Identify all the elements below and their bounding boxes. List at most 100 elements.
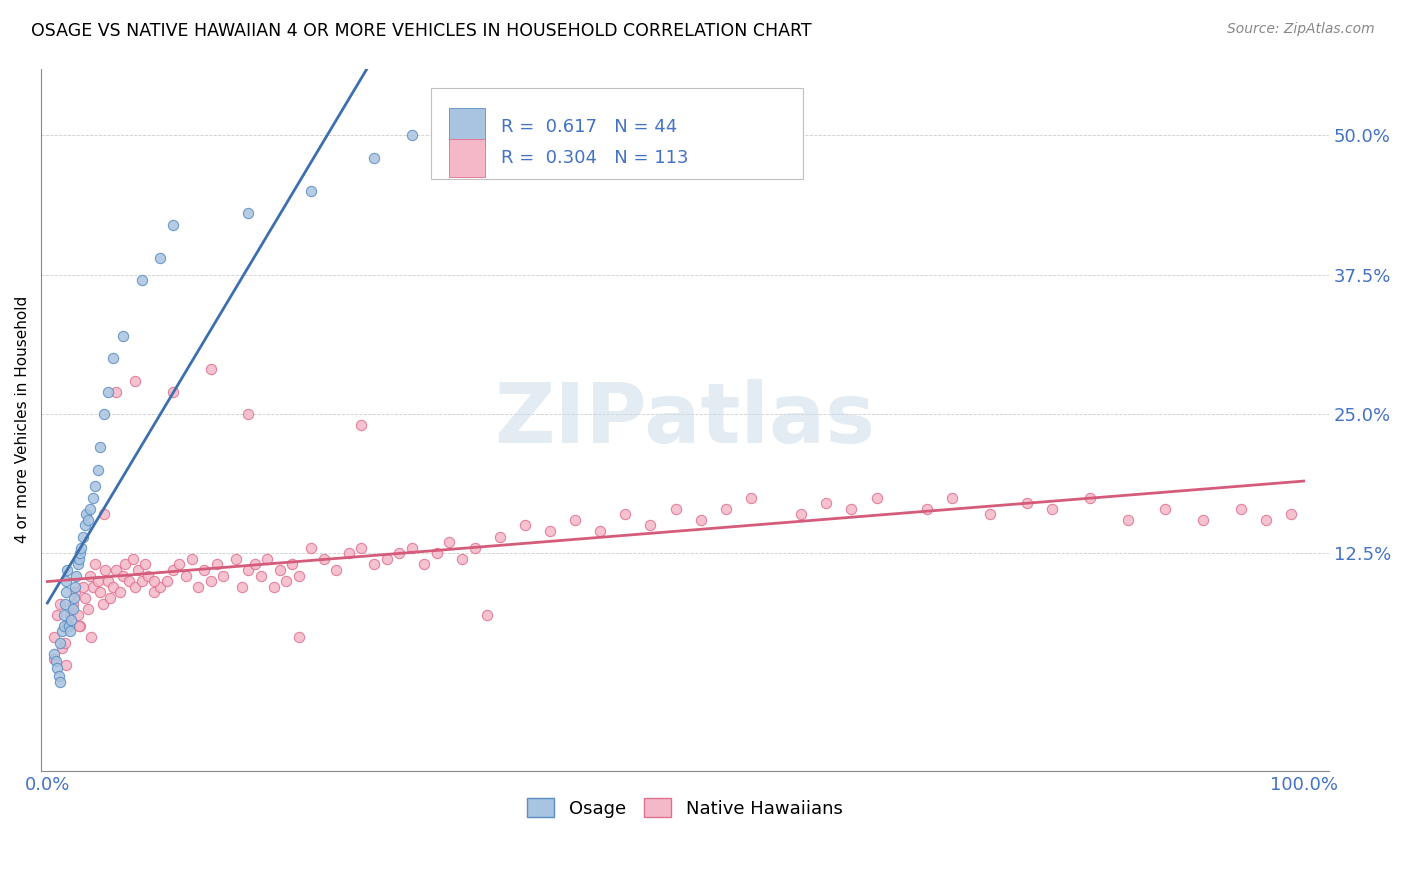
Point (162, 384, 184, 399)
Point (841, 501, 863, 516)
Point (63, 585, 86, 599)
Point (714, 501, 737, 516)
Point (124, 374, 146, 388)
Point (105, 563, 128, 577)
Point (250, 568, 273, 582)
Point (174, 568, 197, 582)
Point (363, 558, 385, 572)
Point (86, 463, 108, 477)
Point (790, 508, 813, 522)
Point (149, 580, 172, 594)
Point (59, 624, 82, 639)
Point (49, 635, 72, 649)
Point (51, 624, 73, 639)
Point (62, 591, 84, 605)
Point (118, 574, 141, 589)
Point (299, 541, 322, 555)
Point (143, 574, 166, 589)
Point (475, 607, 498, 622)
Point (941, 491, 963, 505)
Point (238, 206, 260, 220)
Point (98, 591, 121, 605)
Point (589, 524, 612, 538)
Point (42, 630, 65, 644)
Point (212, 568, 235, 582)
Point (49, 597, 72, 611)
Point (337, 546, 360, 560)
Point (110, 585, 132, 599)
Point (76, 513, 98, 527)
Text: Source: ZipAtlas.com: Source: ZipAtlas.com (1227, 22, 1375, 37)
Point (91, 597, 114, 611)
Point (1040, 501, 1063, 516)
Point (111, 329, 134, 343)
Point (59, 607, 82, 622)
Point (65, 568, 87, 582)
Point (388, 546, 411, 560)
Point (114, 558, 136, 572)
Point (52, 607, 75, 622)
Point (256, 552, 278, 566)
Point (401, 541, 423, 555)
Point (75, 591, 97, 605)
Point (815, 496, 838, 510)
Point (72, 580, 94, 594)
Point (82, 491, 104, 505)
Point (97, 574, 120, 589)
Point (66, 558, 89, 572)
Point (375, 552, 398, 566)
Point (136, 568, 159, 582)
Point (979, 508, 1001, 522)
Point (488, 530, 510, 544)
FancyBboxPatch shape (450, 139, 485, 178)
Text: R =  0.304   N = 113: R = 0.304 N = 113 (501, 149, 689, 167)
Point (79, 568, 101, 582)
Point (564, 513, 586, 527)
Point (86, 574, 108, 589)
Point (67, 552, 90, 566)
Point (76, 602, 98, 616)
Point (45, 655, 67, 669)
Point (111, 568, 134, 582)
Point (58, 619, 80, 633)
Point (48, 669, 70, 683)
Point (287, 630, 309, 644)
Point (49, 674, 72, 689)
Point (169, 558, 191, 572)
Point (915, 501, 938, 516)
Point (46, 607, 69, 622)
Point (1154, 501, 1177, 516)
Point (689, 513, 711, 527)
Point (231, 580, 253, 594)
FancyBboxPatch shape (450, 108, 485, 146)
Point (70, 541, 93, 555)
Text: OSAGE VS NATIVE HAWAIIAN 4 OR MORE VEHICLES IN HOUSEHOLD CORRELATION CHART: OSAGE VS NATIVE HAWAIIAN 4 OR MORE VEHIC… (31, 22, 811, 40)
Point (53, 635, 76, 649)
Text: R =  0.617   N = 44: R = 0.617 N = 44 (501, 119, 678, 136)
Point (1116, 513, 1139, 527)
Point (865, 491, 887, 505)
Point (162, 563, 184, 577)
Point (281, 558, 304, 572)
Point (180, 552, 202, 566)
Y-axis label: 4 or more Vehicles in Household: 4 or more Vehicles in Household (15, 296, 30, 543)
Point (52, 619, 75, 633)
Point (127, 563, 149, 577)
Point (401, 128, 423, 143)
Point (105, 384, 128, 399)
Point (350, 418, 373, 433)
Point (63, 580, 86, 594)
Point (162, 218, 184, 232)
Point (200, 362, 222, 376)
Point (42, 647, 65, 661)
Point (89, 585, 111, 599)
Point (62, 602, 84, 616)
Point (325, 563, 347, 577)
Point (238, 563, 260, 577)
Point (101, 580, 124, 594)
Point (269, 563, 291, 577)
Point (56, 619, 79, 633)
Point (350, 541, 373, 555)
Point (1192, 513, 1215, 527)
Point (97, 384, 120, 399)
